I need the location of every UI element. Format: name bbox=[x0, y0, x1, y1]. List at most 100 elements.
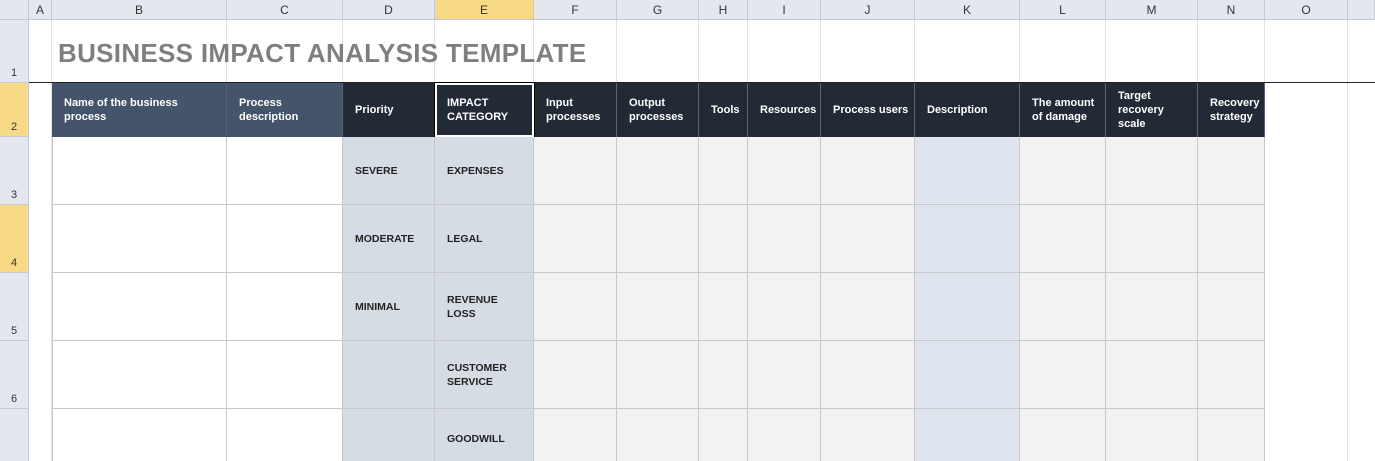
table-cell[interactable] bbox=[534, 205, 617, 273]
table-cell[interactable] bbox=[617, 341, 699, 409]
table-cell[interactable] bbox=[1198, 409, 1265, 461]
column-header[interactable]: C bbox=[227, 0, 343, 20]
table-cell[interactable] bbox=[534, 341, 617, 409]
table-cell[interactable] bbox=[1198, 273, 1265, 341]
table-cell[interactable] bbox=[1106, 205, 1198, 273]
column-header[interactable]: D bbox=[343, 0, 435, 20]
table-cell[interactable]: REVENUE LOSS bbox=[435, 273, 534, 341]
table-cell[interactable] bbox=[1020, 205, 1106, 273]
table-cell[interactable] bbox=[343, 409, 435, 461]
table-cell[interactable] bbox=[52, 409, 227, 461]
table-cell[interactable] bbox=[617, 273, 699, 341]
table-cell[interactable] bbox=[699, 137, 748, 205]
header-cell[interactable]: The amount of damage bbox=[1020, 83, 1106, 137]
table-cell[interactable] bbox=[915, 409, 1020, 461]
table-cell[interactable] bbox=[699, 273, 748, 341]
table-cell[interactable] bbox=[1198, 341, 1265, 409]
column-header[interactable]: K bbox=[915, 0, 1020, 20]
header-cell[interactable]: Tools bbox=[699, 83, 748, 137]
table-cell[interactable] bbox=[1020, 341, 1106, 409]
table-cell[interactable] bbox=[748, 205, 821, 273]
table-cell[interactable] bbox=[699, 409, 748, 461]
header-cell[interactable]: IMPACT CATEGORY bbox=[435, 83, 534, 137]
column-header[interactable]: N bbox=[1198, 0, 1265, 20]
header-cell[interactable]: Description bbox=[915, 83, 1020, 137]
table-cell[interactable] bbox=[227, 341, 343, 409]
header-cell[interactable]: Process description bbox=[227, 83, 343, 137]
row-header[interactable] bbox=[0, 409, 29, 461]
table-cell[interactable] bbox=[1020, 137, 1106, 205]
table-cell[interactable] bbox=[699, 341, 748, 409]
table-cell[interactable] bbox=[1020, 273, 1106, 341]
table-cell[interactable] bbox=[534, 273, 617, 341]
table-cell[interactable]: LEGAL bbox=[435, 205, 534, 273]
table-cell[interactable] bbox=[1198, 205, 1265, 273]
column-header[interactable]: O bbox=[1265, 0, 1348, 20]
table-cell[interactable]: SEVERE bbox=[343, 137, 435, 205]
column-header[interactable]: J bbox=[821, 0, 915, 20]
table-cell[interactable] bbox=[915, 137, 1020, 205]
table-cell[interactable] bbox=[821, 205, 915, 273]
table-cell[interactable] bbox=[534, 409, 617, 461]
table-cell[interactable] bbox=[821, 137, 915, 205]
table-cell[interactable] bbox=[227, 273, 343, 341]
column-header[interactable]: E bbox=[435, 0, 534, 20]
header-cell[interactable]: Input processes bbox=[534, 83, 617, 137]
header-cell[interactable]: Name of the business process bbox=[52, 83, 227, 137]
column-header[interactable]: F bbox=[534, 0, 617, 20]
table-cell[interactable] bbox=[821, 409, 915, 461]
table-cell[interactable] bbox=[1106, 409, 1198, 461]
table-cell[interactable] bbox=[227, 137, 343, 205]
row-header[interactable]: 6 bbox=[0, 341, 29, 409]
table-cell[interactable] bbox=[52, 273, 227, 341]
column-header[interactable]: G bbox=[617, 0, 699, 20]
table-cell[interactable] bbox=[748, 341, 821, 409]
table-cell[interactable]: MODERATE bbox=[343, 205, 435, 273]
table-cell[interactable] bbox=[748, 137, 821, 205]
table-cell[interactable] bbox=[343, 341, 435, 409]
table-cell[interactable] bbox=[748, 273, 821, 341]
table-cell[interactable] bbox=[915, 273, 1020, 341]
table-cell[interactable] bbox=[617, 409, 699, 461]
table-cell[interactable] bbox=[1106, 273, 1198, 341]
table-cell[interactable] bbox=[617, 137, 699, 205]
table-cell[interactable] bbox=[1020, 409, 1106, 461]
table-cell[interactable] bbox=[821, 341, 915, 409]
header-cell[interactable]: Recovery strategy bbox=[1198, 83, 1265, 137]
header-cell[interactable]: Resources bbox=[748, 83, 821, 137]
table-cell[interactable] bbox=[52, 341, 227, 409]
table-cell[interactable] bbox=[52, 205, 227, 273]
table-cell[interactable] bbox=[1106, 341, 1198, 409]
column-header[interactable]: I bbox=[748, 0, 821, 20]
table-cell[interactable] bbox=[915, 205, 1020, 273]
header-cell[interactable]: Target recovery scale bbox=[1106, 83, 1198, 137]
column-header[interactable]: M bbox=[1106, 0, 1198, 20]
table-cell[interactable]: CUSTOMER SERVICE bbox=[435, 341, 534, 409]
table-cell[interactable] bbox=[821, 273, 915, 341]
row-header[interactable]: 3 bbox=[0, 137, 29, 205]
column-header[interactable]: A bbox=[29, 0, 52, 20]
table-cell[interactable] bbox=[1198, 137, 1265, 205]
table-cell[interactable] bbox=[52, 137, 227, 205]
row-header[interactable]: 4 bbox=[0, 205, 29, 273]
table-cell[interactable] bbox=[1106, 137, 1198, 205]
table-cell[interactable] bbox=[534, 137, 617, 205]
table-cell[interactable] bbox=[617, 205, 699, 273]
row-header[interactable]: 1 bbox=[0, 20, 29, 83]
table-cell[interactable] bbox=[748, 409, 821, 461]
table-cell[interactable]: MINIMAL bbox=[343, 273, 435, 341]
column-header[interactable]: L bbox=[1020, 0, 1106, 20]
table-cell[interactable] bbox=[227, 205, 343, 273]
column-header[interactable]: H bbox=[699, 0, 748, 20]
table-cell[interactable]: GOODWILL bbox=[435, 409, 534, 461]
row-header[interactable]: 2 bbox=[0, 83, 29, 137]
table-cell[interactable]: EXPENSES bbox=[435, 137, 534, 205]
header-cell[interactable]: Priority bbox=[343, 83, 435, 137]
row-header[interactable]: 5 bbox=[0, 273, 29, 341]
table-cell[interactable] bbox=[915, 341, 1020, 409]
table-cell[interactable] bbox=[227, 409, 343, 461]
table-cell[interactable] bbox=[699, 205, 748, 273]
header-cell[interactable]: Output processes bbox=[617, 83, 699, 137]
column-header[interactable]: B bbox=[52, 0, 227, 20]
header-cell[interactable]: Process users bbox=[821, 83, 915, 137]
